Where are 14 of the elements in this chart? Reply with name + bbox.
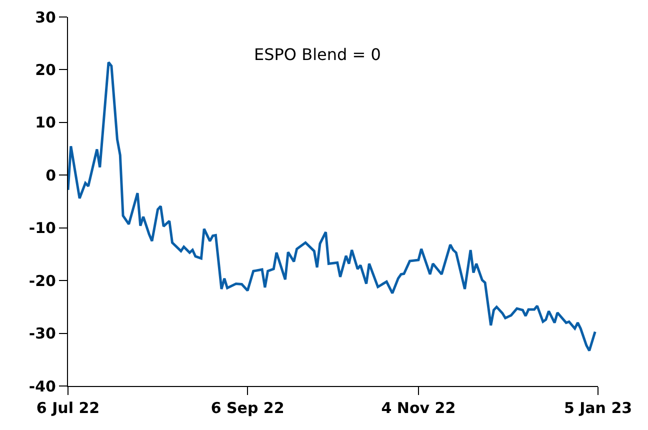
y-tick-label: 20 — [35, 60, 56, 79]
y-tick-label: -20 — [28, 272, 56, 290]
x-tick-label: 6 Sep 22 — [210, 399, 284, 417]
annotation: ESPO Blend = 0 — [254, 45, 381, 64]
y-tick-label: -10 — [28, 219, 56, 238]
x-tick-label: 6 Jul 22 — [36, 399, 100, 417]
y-tick-label: 30 — [35, 8, 56, 26]
y-tick-label: -30 — [28, 324, 56, 343]
y-tick-label: 10 — [35, 114, 56, 132]
x-tick-label: 4 Nov 22 — [381, 399, 456, 417]
line-series — [68, 61, 596, 352]
x-tick-label: 5 Jan 23 — [564, 399, 632, 417]
y-tick-label: -40 — [28, 377, 56, 396]
y-tick-label: 0 — [46, 166, 56, 184]
